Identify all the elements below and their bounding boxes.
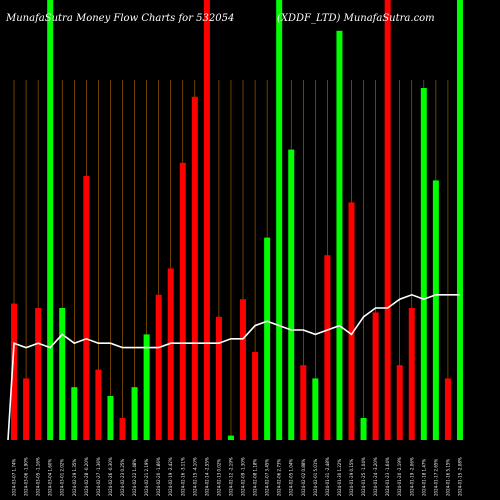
x-tick-label: 2024-02-15 -4.10% — [192, 457, 197, 496]
x-tick-label: 2024-01-15 -2.08% — [457, 457, 462, 496]
x-tick-label: 2024-03-06 -1.90% — [24, 457, 29, 496]
bar — [432, 180, 439, 440]
x-tick-label: 2024-01-31 -2.48% — [325, 457, 330, 496]
bar — [264, 237, 271, 440]
bar — [252, 352, 259, 440]
grid-lines — [13, 80, 461, 440]
x-tick-label: 2024-02-09 -1.30% — [241, 457, 246, 496]
x-tick-label: 2024-02-12 -2.19% — [228, 457, 233, 496]
bar — [155, 294, 162, 440]
x-tick-label: 2024-02-07 3.45% — [265, 459, 270, 496]
x-tick-label: 2024-02-08 1.18% — [253, 459, 258, 496]
x-tick-label: 2024-01-23 -1.64% — [385, 457, 390, 496]
x-tick-label: 2024-02-22 1.48% — [132, 459, 137, 496]
x-tick-label: 2024-02-27 -1.36% — [96, 457, 101, 496]
bar — [179, 162, 186, 441]
x-tick-label: 2024-01-25 -1.04% — [361, 457, 366, 496]
bar — [203, 0, 210, 440]
bar — [23, 378, 30, 440]
x-tick-label: 2024-03-05 -1.16% — [36, 457, 41, 496]
x-tick-label: 2024-02-01 5.01% — [313, 459, 318, 496]
bar — [276, 0, 283, 440]
bar — [167, 268, 174, 440]
bar — [35, 308, 42, 440]
bar-series — [11, 0, 463, 441]
x-tick-label: 2024-01-29 0.15% — [349, 459, 354, 496]
bar — [47, 0, 54, 440]
bar — [240, 299, 247, 440]
x-tick-label: 2024-01-19 -2.06% — [409, 457, 414, 496]
x-tick-label: 2024-01-18 1.47% — [421, 459, 426, 496]
bar — [191, 96, 198, 441]
x-tick-label: 2024-03-04 1.60% — [48, 459, 53, 496]
bar — [288, 149, 295, 440]
x-tick-label: 2024-02-26 -0.30% — [108, 457, 113, 496]
bar — [131, 387, 138, 440]
bar — [215, 316, 222, 440]
line-series — [7, 293, 460, 441]
x-tick-label: 2024-02-06 2.73% — [277, 459, 282, 496]
bar — [372, 312, 379, 440]
x-tick-label: 2024-02-19 -2.42% — [168, 457, 173, 496]
x-tick-label: 2024-02-23 0.25% — [120, 459, 125, 496]
bar — [83, 176, 90, 440]
x-tick-label: 2024-01-20 -2.19% — [397, 457, 402, 496]
x-tick-label: 2024-01-16 5.15% — [445, 459, 450, 496]
chart-title-right: (XDDF_LTD) MunafaSutra.com — [277, 13, 435, 24]
chart-title: MunafaSutra Money Flow Charts for 532054 — [5, 13, 234, 24]
x-tick-label: 2024-02-05 1.04% — [289, 459, 294, 496]
x-tick-label: 2024-02-20 -1.86% — [156, 457, 161, 496]
bar — [336, 30, 343, 441]
x-tick-label: 2024-01-24 -3.20% — [373, 457, 378, 496]
bar — [59, 308, 66, 440]
bar — [384, 0, 391, 440]
x-tick-label: 2024-01-17 2.65% — [433, 459, 438, 496]
x-tick-label: 2024-02-16 -3.11% — [180, 457, 185, 496]
x-tick-label: 2024-03-01 2.02% — [60, 459, 65, 496]
bar — [348, 202, 355, 440]
bar — [119, 418, 126, 440]
bar — [324, 255, 331, 440]
bar — [312, 378, 319, 440]
bar — [71, 387, 78, 440]
x-tick-label: 2024-03-07 1.74% — [12, 459, 17, 496]
bar — [420, 88, 427, 440]
x-tick-label: 2024-01-30 1.22% — [337, 459, 342, 496]
bar — [143, 334, 150, 440]
bar — [95, 369, 102, 440]
x-tick-label: 2024-02-02 0.88% — [301, 459, 306, 496]
bar — [396, 365, 403, 440]
bar — [444, 378, 451, 440]
x-tick-label: 2024-02-28 -0.20% — [84, 457, 89, 496]
bar — [408, 308, 415, 440]
bar — [300, 365, 307, 440]
bar — [107, 396, 114, 440]
bar — [456, 0, 463, 440]
bar — [227, 435, 234, 440]
x-tick-label: 2024-02-29 1.35% — [72, 459, 77, 496]
x-tick-label: 2024-02-14 -2.55% — [204, 457, 209, 496]
bar — [11, 303, 18, 440]
x-tick-label: 2024-02-13 0.02% — [216, 459, 221, 496]
x-tick-labels: 2024-03-07 1.74% 2024-03-06 -1.90% 2024-03… — [12, 457, 463, 496]
price-line — [7, 293, 460, 441]
x-tick-label: 2024-02-21 2.19% — [144, 459, 149, 496]
bar — [360, 418, 367, 440]
